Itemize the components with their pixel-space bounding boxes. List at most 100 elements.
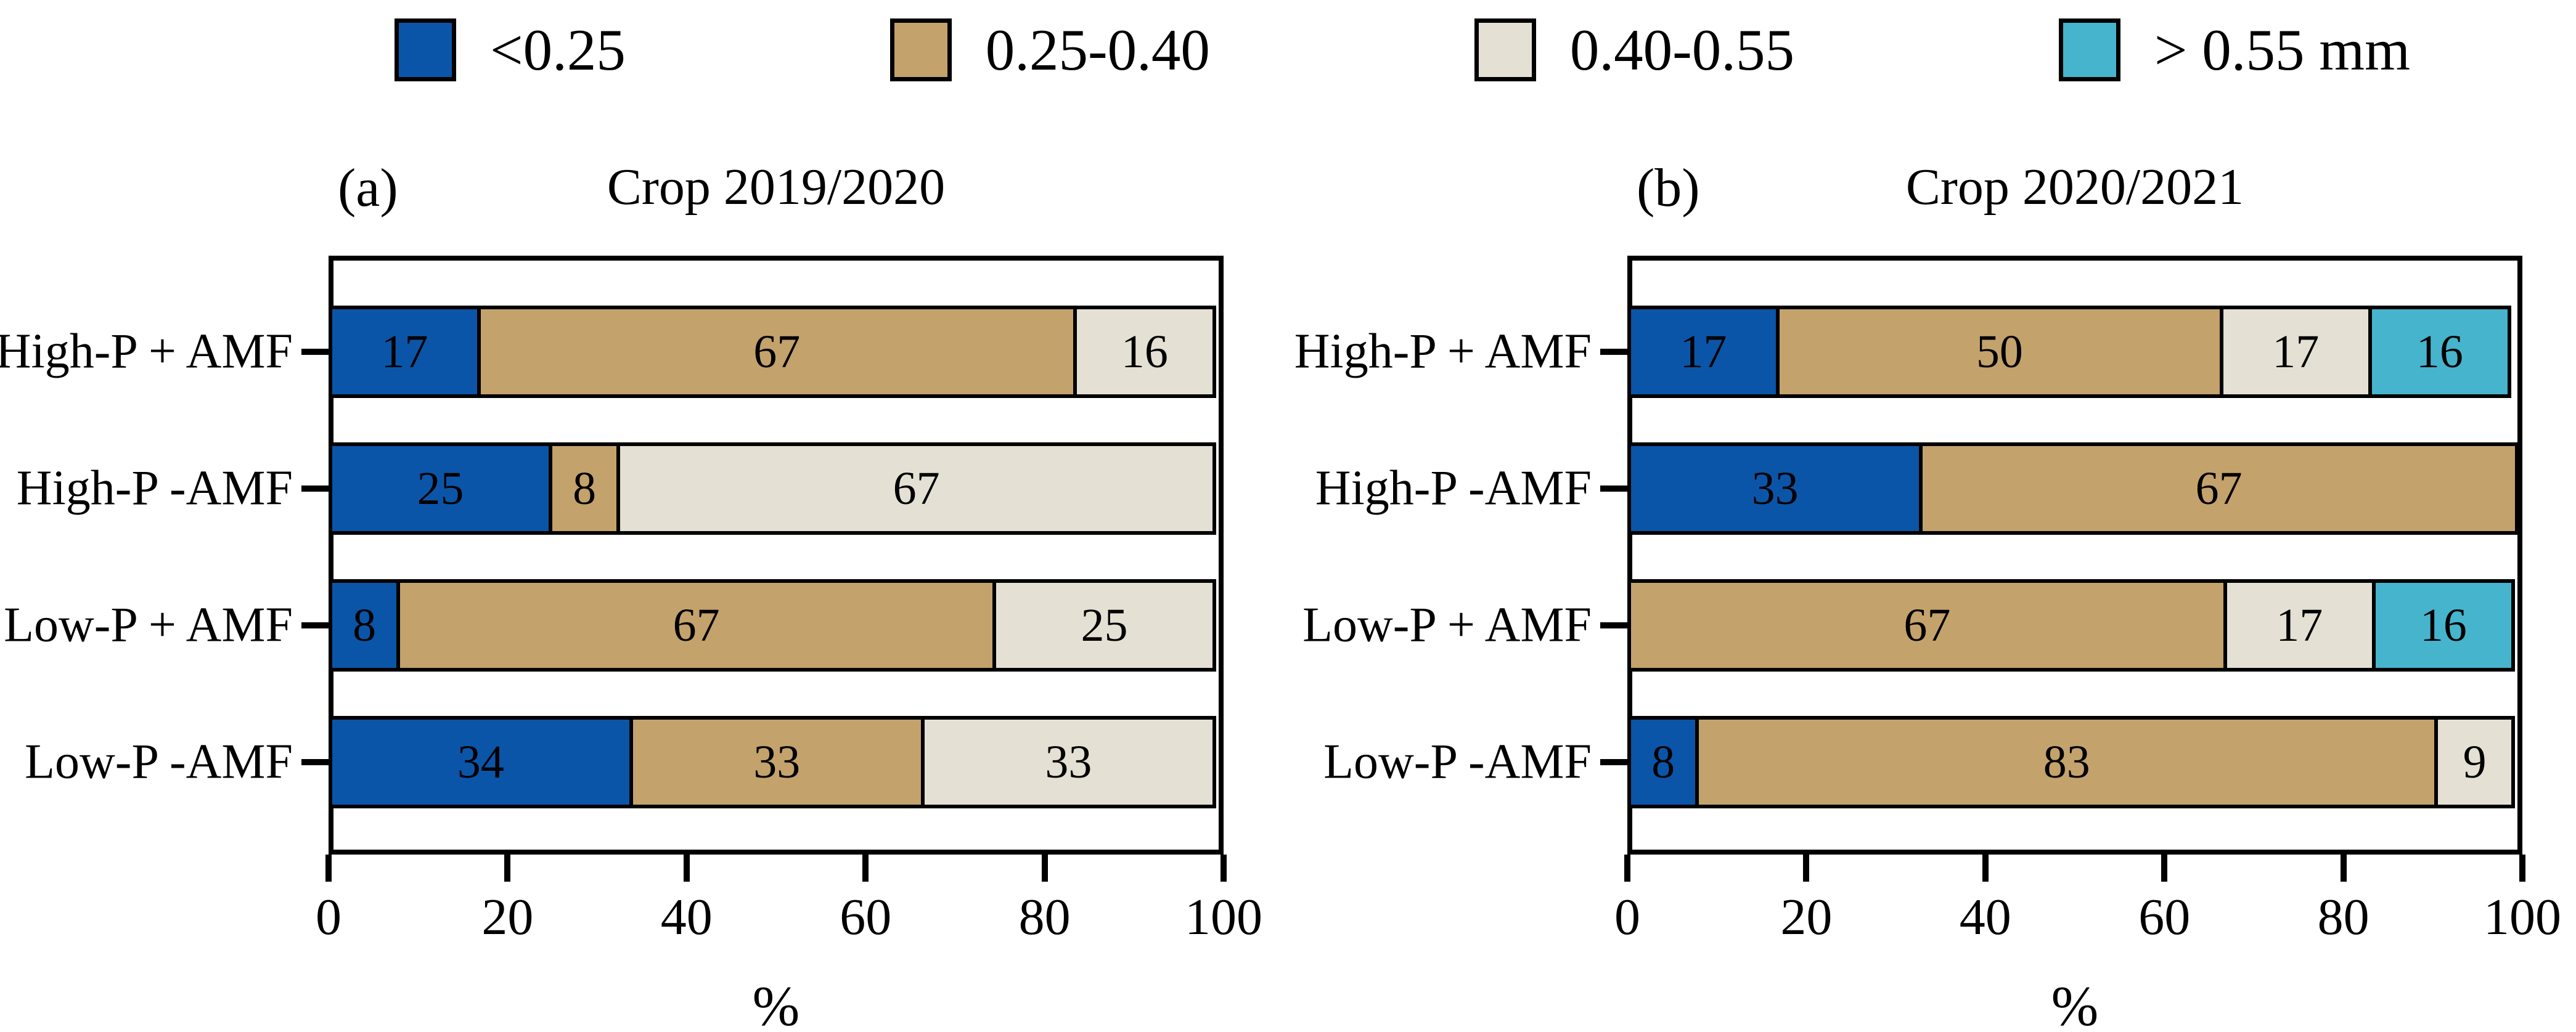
bar-segment: 33 [1627,442,1923,535]
x-axis-title: % [752,975,800,1032]
x-tick-label: 60 [840,888,892,946]
segment-value: 67 [673,599,720,651]
y-tick [1600,759,1627,765]
category-row: High-P + AMF 17 50 17 16 [1294,283,2522,420]
category-label: Low-P + AMF [4,598,293,652]
x-axis-title: % [2051,975,2099,1032]
segment-value: 17 [2272,326,2320,378]
legend-swatch [395,18,456,81]
legend-item: <0.25 [395,18,626,81]
bar-segment: 9 [2434,716,2515,808]
x-tick [1041,855,1048,882]
segment-value: 17 [2276,599,2323,651]
x-tick-label: 80 [2317,888,2370,946]
bar-segment: 25 [329,442,552,535]
legend-swatch [889,18,952,81]
bar-segment: 34 [329,716,633,808]
bar-segment: 67 [1919,442,2519,535]
segment-value: 8 [573,463,597,514]
x-tick [1624,855,1630,882]
stacked-bar: 17 50 17 16 [1627,306,2522,398]
category-row: High-P + AMF 17 67 16 [0,283,1224,420]
panel-header: (a) Crop 2019/2020 [329,157,1224,234]
segment-value: 67 [2195,463,2243,514]
legend-item: > 0.55 mm [2058,18,2410,81]
y-tick [301,349,329,355]
category-label: Low-P -AMF [1323,734,1592,789]
legend-label: <0.25 [490,17,626,83]
segment-value: 50 [1976,326,2023,378]
segment-value: 8 [1651,736,1675,788]
x-tick [1982,855,1989,882]
x-tick [325,855,332,882]
category-row: Low-P + AMF 67 17 16 [1302,557,2522,694]
legend-swatch [2058,18,2120,81]
category-label: Low-P + AMF [1302,598,1592,652]
segment-value: 16 [2419,599,2467,651]
panel-b: (b) Crop 2020/2021 High-P + AMF 17 50 17 16 H… [1294,148,2561,1032]
category-row: Low-P -AMF 34 33 33 [25,694,1224,831]
segment-value: 67 [753,326,801,378]
segment-value: 25 [1081,599,1128,651]
stacked-bar: 8 83 9 [1627,716,2522,808]
x-tick [683,855,690,882]
stacked-bar: 25 8 67 [329,442,1224,535]
bar-segment: 67 [1627,579,2227,672]
segment-value: 17 [381,326,428,378]
x-tick [2519,855,2525,882]
panel-header: (b) Crop 2020/2021 [1627,157,2522,234]
x-tick [1803,855,1810,882]
segment-value: 34 [457,736,504,788]
bar-segment: 83 [1695,716,2439,808]
segment-value: 8 [353,599,377,651]
stacked-bar: 34 33 33 [329,716,1224,808]
segment-value: 33 [753,736,801,788]
bar-segment: 16 [2368,306,2511,398]
bar-segment: 17 [1627,306,1780,398]
x-tick-label: 40 [660,888,713,946]
bar-segment: 25 [992,579,1216,672]
panel-a: (a) Crop 2019/2020 High-P + AMF 17 67 16 Hig… [0,148,1262,1032]
bar-segment: 33 [920,716,1216,808]
x-tick [2340,855,2347,882]
plot-rows: High-P + AMF 17 50 17 16 High-P -AMF 33 67 Low-P… [1294,283,2522,831]
legend: <0.25 0.25-0.40 0.40-0.55 > 0.55 mm [395,18,2410,81]
bar-segment: 8 [1627,716,1699,808]
bar-segment: 16 [1073,306,1216,398]
legend-item: 0.25-0.40 [889,17,1210,83]
y-tick [1600,486,1627,492]
stacked-bar: 17 67 16 [329,306,1224,398]
segment-value: 25 [417,463,464,514]
x-tick-label: 20 [1780,888,1833,946]
x-tick [504,855,511,882]
bar-segment: 50 [1775,306,2223,398]
x-tick-label: 60 [2138,888,2191,946]
panel-title: Crop 2019/2020 [607,158,946,216]
bar-segment: 17 [2223,579,2376,672]
segment-value: 9 [2463,736,2487,788]
bar-segment: 17 [329,306,481,398]
panel-title: Crop 2020/2021 [1905,158,2244,216]
category-label: High-P + AMF [1294,324,1592,379]
category-row: Low-P -AMF 8 83 9 [1323,694,2522,831]
x-tick [1221,855,1227,882]
x-tick-label: 100 [2484,888,2561,946]
y-tick [301,622,329,628]
panel-tag: (a) [338,158,398,218]
legend-swatch [1474,18,1536,81]
bar-segment: 8 [329,579,401,672]
y-tick [301,486,329,492]
x-tick [862,855,869,882]
legend-label: 0.25-0.40 [985,17,1210,83]
bar-segment: 67 [476,306,1077,398]
x-axis: 0 20 40 60 80 100 [1614,855,2561,972]
stacked-bar: 67 17 16 [1627,579,2522,672]
segment-value: 16 [2416,326,2463,378]
category-row: High-P -AMF 33 67 [1315,420,2522,557]
legend-item: 0.40-0.55 [1474,18,1794,81]
category-label: Low-P -AMF [25,734,293,789]
x-tick-label: 40 [1959,888,2011,946]
bar-segment: 67 [616,442,1216,535]
x-tick-label: 0 [1614,888,1640,946]
panel-tag: (b) [1637,158,1700,218]
